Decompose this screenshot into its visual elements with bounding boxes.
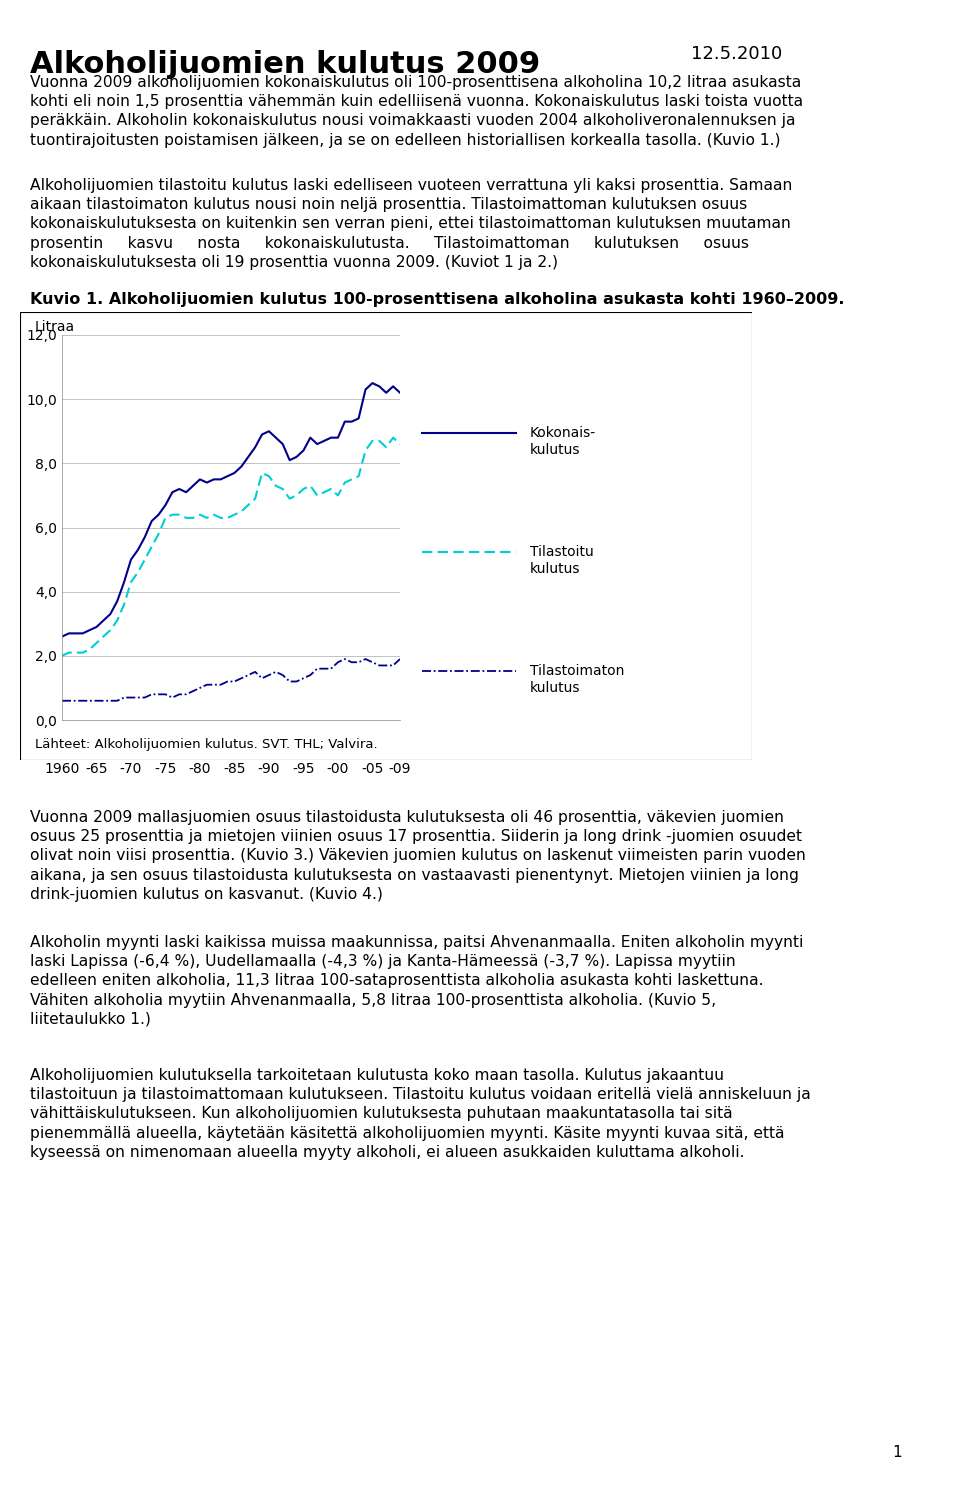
Text: -75: -75 (155, 761, 177, 776)
Text: -70: -70 (120, 761, 142, 776)
Text: Kuvio 1. Alkoholijuomien kulutus 100-prosenttisena alkoholina asukasta kohti 196: Kuvio 1. Alkoholijuomien kulutus 100-pro… (30, 292, 845, 307)
Text: -85: -85 (223, 761, 246, 776)
Text: Alkoholijuomien kulutuksella tarkoitetaan kulutusta koko maan tasolla. Kulutus j: Alkoholijuomien kulutuksella tarkoitetaa… (30, 1068, 811, 1159)
Text: 1960: 1960 (44, 761, 80, 776)
Text: -05: -05 (361, 761, 384, 776)
Text: -90: -90 (257, 761, 280, 776)
Text: Tilastoimaton
kulutus: Tilastoimaton kulutus (530, 665, 624, 696)
Text: Lähteet: Alkoholijuomien kulutus. SVT. THL; Valvira.: Lähteet: Alkoholijuomien kulutus. SVT. T… (35, 738, 377, 751)
Text: Alkoholijuomien kulutus 2009: Alkoholijuomien kulutus 2009 (30, 51, 540, 79)
Text: 1: 1 (893, 1445, 902, 1460)
Text: Litraa: Litraa (35, 320, 75, 334)
Text: -65: -65 (85, 761, 108, 776)
Text: Tilastoitu
kulutus: Tilastoitu kulutus (530, 545, 593, 577)
Text: Vuonna 2009 mallasjuomien osuus tilastoidusta kulutuksesta oli 46 prosenttia, vä: Vuonna 2009 mallasjuomien osuus tilastoi… (30, 811, 805, 901)
Text: Kokonais-
kulutus: Kokonais- kulutus (530, 426, 596, 457)
Text: Vuonna 2009 alkoholijuomien kokonaiskulutus oli 100-prosenttisena alkoholina 10,: Vuonna 2009 alkoholijuomien kokonaiskulu… (30, 74, 804, 148)
Text: -09: -09 (389, 761, 411, 776)
Text: -95: -95 (292, 761, 315, 776)
Text: 12.5.2010: 12.5.2010 (691, 45, 782, 63)
Text: Alkoholijuomien tilastoitu kulutus laski edelliseen vuoteen verrattuna yli kaksi: Alkoholijuomien tilastoitu kulutus laski… (30, 177, 792, 270)
Text: -00: -00 (326, 761, 349, 776)
Text: Alkoholin myynti laski kaikissa muissa maakunnissa, paitsi Ahvenanmaalla. Eniten: Alkoholin myynti laski kaikissa muissa m… (30, 936, 804, 1027)
Text: -80: -80 (189, 761, 211, 776)
